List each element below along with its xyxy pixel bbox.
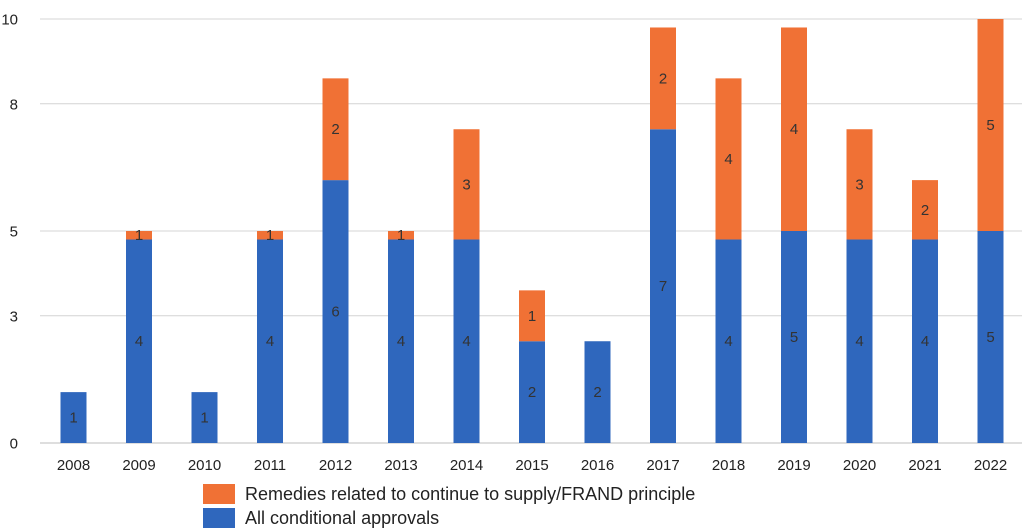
- bar-segment: [781, 231, 807, 443]
- data-label: 1: [397, 227, 405, 244]
- data-label: 5: [986, 329, 994, 346]
- x-tick-label: 2011: [254, 457, 286, 474]
- legend: Remedies related to continue to supply/F…: [203, 482, 695, 530]
- bar-segment: [126, 239, 152, 443]
- legend-label-conditional-approvals: All conditional approvals: [245, 508, 440, 528]
- data-label: 2: [659, 70, 667, 87]
- legend-label-remedies: Remedies related to continue to supply/F…: [245, 484, 696, 504]
- bar-segment: [977, 231, 1004, 443]
- data-label: 4: [462, 333, 470, 350]
- x-tick-label: 2012: [319, 457, 352, 474]
- bar-segment: [715, 239, 742, 443]
- x-tick-label: 2019: [777, 457, 810, 474]
- bar-segment: [912, 239, 938, 443]
- data-label: 2: [593, 384, 601, 401]
- data-label: 4: [790, 121, 798, 138]
- bar-segment: [519, 341, 545, 443]
- bar-segment: [846, 129, 873, 240]
- x-tick-label: 2020: [843, 457, 876, 474]
- data-label: 4: [855, 333, 863, 350]
- x-tick-label: 2010: [188, 457, 221, 474]
- bar-segment: [650, 129, 676, 444]
- bar-segment: [453, 129, 480, 240]
- data-label: 4: [724, 333, 732, 350]
- y-tick-label: 3: [10, 308, 18, 325]
- x-tick-label: 2009: [122, 457, 155, 474]
- bar-segment: [453, 239, 480, 443]
- data-label: 1: [266, 227, 274, 244]
- y-axis-tick-labels: 0 3 5 8 10: [1, 12, 18, 453]
- x-tick-label: 2018: [712, 457, 745, 474]
- bar-segment: [322, 78, 349, 181]
- data-label: 4: [266, 333, 274, 350]
- legend-swatch-orange: [203, 484, 235, 504]
- bar-segment: [191, 392, 218, 443]
- x-tick-label: 2008: [57, 457, 90, 474]
- bar-segment: [977, 19, 1004, 231]
- legend-swatch-blue: [203, 508, 235, 528]
- bar-segment: [781, 27, 807, 232]
- y-tick-label: 0: [10, 436, 18, 453]
- legend-item-remedies[interactable]: Remedies related to continue to supply/F…: [203, 482, 695, 506]
- x-tick-label: 2013: [384, 457, 417, 474]
- bar-segment: [126, 231, 152, 240]
- bar-segment: [584, 341, 611, 443]
- y-tick-label: 10: [1, 12, 18, 29]
- data-label: 1: [528, 308, 536, 325]
- legend-item-conditional-approvals[interactable]: All conditional approvals: [203, 506, 695, 530]
- data-label: 6: [331, 304, 339, 321]
- data-label: 3: [855, 176, 863, 193]
- x-axis-tick-labels: 2008 2009 2010 2011 2012 2013 2014 2015 2016 2017…: [57, 457, 1007, 474]
- data-label: 4: [921, 333, 929, 350]
- bar-segment: [388, 231, 414, 240]
- x-tick-label: 2017: [646, 457, 679, 474]
- data-label: 4: [724, 151, 732, 168]
- bar-segment: [715, 78, 742, 240]
- x-tick-label: 2015: [515, 457, 548, 474]
- y-tick-label: 5: [10, 224, 18, 241]
- data-label: 5: [790, 329, 798, 346]
- data-label: 2: [528, 384, 536, 401]
- x-tick-label: 2021: [908, 457, 941, 474]
- bar-segment: [846, 239, 873, 443]
- bar-segment: [257, 239, 283, 443]
- data-label: 1: [135, 227, 143, 244]
- bar-segment: [519, 290, 545, 342]
- data-label: 4: [397, 333, 405, 350]
- data-label: 3: [462, 176, 470, 193]
- x-tick-label: 2016: [581, 457, 614, 474]
- y-tick-label: 8: [10, 96, 18, 113]
- x-tick-label: 2014: [450, 457, 483, 474]
- data-label: 2: [331, 121, 339, 138]
- data-label: 2: [921, 202, 929, 219]
- bar-segment: [60, 392, 87, 443]
- x-tick-label: 2022: [974, 457, 1007, 474]
- bar-segment: [257, 231, 283, 240]
- data-label: 5: [986, 117, 994, 134]
- data-label: 4: [135, 333, 143, 350]
- bar-segment: [650, 27, 676, 130]
- bar-segment: [912, 180, 938, 240]
- data-label: 7: [659, 278, 667, 295]
- data-label: 1: [69, 410, 77, 427]
- data-label: 1: [200, 410, 208, 427]
- bar-segment: [322, 180, 349, 443]
- bar-segment: [388, 239, 414, 443]
